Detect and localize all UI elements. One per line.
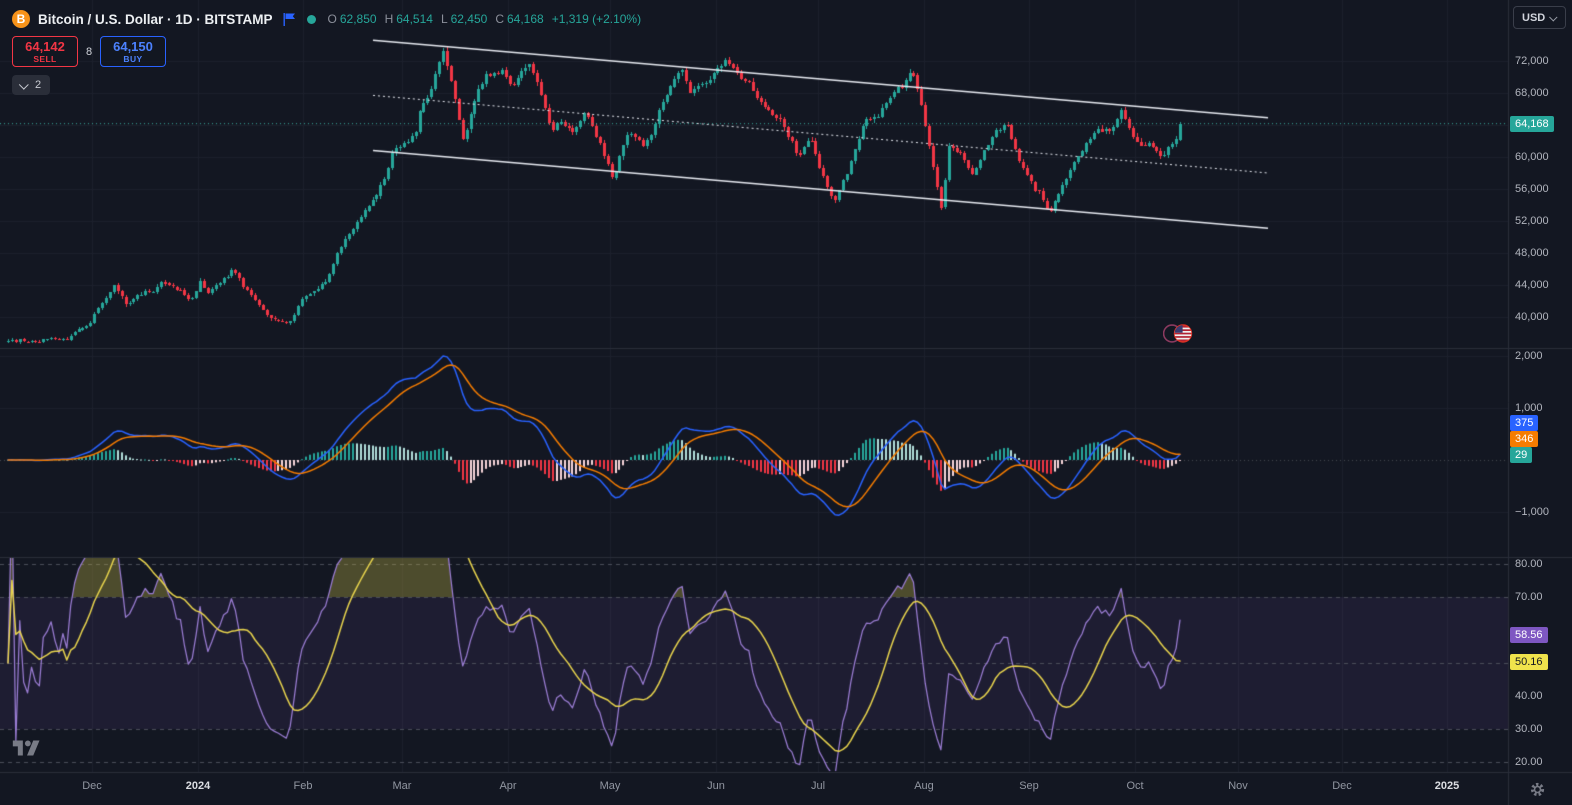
flag-icon[interactable]	[283, 12, 295, 26]
price-axis-label: 52,000	[1515, 215, 1549, 227]
tradingview-logo[interactable]	[12, 738, 42, 763]
time-axis-label: Feb	[293, 780, 313, 792]
price-scale[interactable]: 72,000 68,000 60,000 56,000 52,000 48,000 44,0…	[1509, 0, 1571, 805]
macd-value-badge: 375	[1510, 415, 1539, 431]
gear-icon[interactable]	[1530, 782, 1545, 802]
close-label: C	[495, 12, 504, 26]
currency-button[interactable]: USD	[1513, 6, 1567, 29]
sell-label: SELL	[33, 53, 57, 64]
chevron-down-icon	[18, 79, 29, 90]
macd-value-badge: 346	[1510, 431, 1539, 447]
macd-axis-label: 1,000	[1515, 402, 1543, 414]
rsi-axis-label: 80.00	[1515, 558, 1543, 570]
time-axis-label: Jul	[810, 780, 826, 792]
economic-events-icon[interactable]	[1162, 323, 1193, 349]
rsi-axis-label: 70.00	[1515, 591, 1543, 603]
chevron-down-icon	[1549, 12, 1558, 22]
macd-axis-label: −1,000	[1515, 506, 1549, 518]
time-axis-label: 2024	[185, 780, 211, 792]
time-scale[interactable]: Dec 2024 Feb Mar Apr May Jun Jul Aug Sep Oct Nov Dec…	[0, 772, 1508, 805]
rsi-value-badge: 50.16	[1510, 654, 1548, 671]
low-label: L	[440, 12, 448, 26]
time-axis-label: Oct	[1126, 780, 1144, 792]
price-axis-label: 56,000	[1515, 183, 1549, 195]
time-axis-label: Jun	[707, 780, 725, 792]
bitcoin-icon: B	[12, 10, 30, 28]
time-axis-label: Dec	[82, 780, 102, 792]
high-value: 64,514	[396, 12, 433, 26]
trade-panel: 64,142 SELL 8 64,150 BUY	[12, 36, 166, 67]
buy-label: BUY	[123, 53, 143, 64]
time-axis-label: May	[599, 780, 621, 792]
rsi-axis-label: 30.00	[1515, 723, 1543, 735]
high-label: H	[384, 12, 394, 26]
price-axis-label: 60,000	[1515, 151, 1549, 163]
price-axis-label: 68,000	[1515, 87, 1549, 99]
symbol-title[interactable]: Bitcoin / U.S. Dollar · 1D · BITSTAMP	[38, 11, 273, 27]
time-axis-label: Mar	[392, 780, 412, 792]
time-axis-label: Sep	[1019, 780, 1039, 792]
buy-button[interactable]: 64,150 BUY	[100, 36, 166, 67]
price-change: +1,319 (+2.10%)	[551, 12, 642, 26]
ohlc-values: O 62,850 H 64,514 L 62,450 C 64,168 +1,319 (…	[320, 12, 642, 26]
market-status-dot	[306, 14, 316, 24]
macd-axis-label: 2,000	[1515, 350, 1543, 362]
indicators-count: 2	[35, 79, 42, 91]
close-value: 64,168	[507, 12, 544, 26]
time-axis-label: 2025	[1434, 780, 1460, 792]
currency-label: USD	[1522, 11, 1546, 24]
spread-value: 8	[85, 45, 93, 58]
time-axis-label: Aug	[914, 780, 934, 792]
last-price-badge: 64,168	[1510, 115, 1554, 132]
macd-value-badge: 29	[1510, 447, 1533, 463]
sell-button[interactable]: 64,142 SELL	[12, 36, 78, 67]
time-axis-label: Apr	[499, 780, 517, 792]
price-axis-label: 44,000	[1515, 279, 1549, 291]
low-value: 62,450	[450, 12, 488, 26]
indicators-collapse-chip[interactable]: 2	[12, 75, 51, 95]
open-label: O	[327, 12, 337, 26]
time-axis-label: Nov	[1228, 780, 1248, 792]
rsi-value-badge: 58.56	[1510, 626, 1548, 643]
price-axis-label: 72,000	[1515, 55, 1549, 67]
sell-price: 64,142	[25, 38, 65, 54]
rsi-axis-label: 20.00	[1515, 756, 1543, 768]
symbol-header: B Bitcoin / U.S. Dollar · 1D · BITSTAMP …	[12, 9, 641, 29]
rsi-axis-label: 40.00	[1515, 690, 1543, 702]
price-axis-label: 40,000	[1515, 311, 1549, 323]
open-value: 62,850	[339, 12, 377, 26]
price-axis-label: 48,000	[1515, 247, 1549, 259]
buy-price: 64,150	[113, 38, 153, 54]
time-axis-label: Dec	[1332, 780, 1352, 792]
